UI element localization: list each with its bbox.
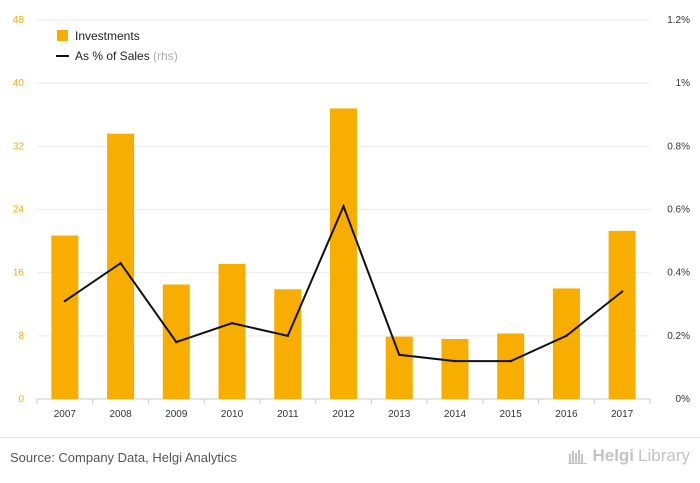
bar-investments-2008 — [107, 133, 135, 399]
x-axis-tick-label: 2014 — [444, 409, 467, 420]
line-point-2011 — [286, 334, 289, 338]
right-axis-tick-label: 0% — [676, 394, 691, 405]
bar-investments-2014 — [441, 338, 469, 399]
x-axis-tick-label: 2012 — [332, 409, 355, 420]
chart-svg: 0 8 16 24 32 40 48 0% 0.2% 0.4% 0.6% 0.8% 1% 1.2% 2007… — [13, 15, 691, 420]
x-axis-tick-label: 2011 — [277, 409, 299, 420]
left-axis-tick-label: 40 — [13, 78, 25, 89]
legend-label-investments: Investments — [75, 29, 140, 43]
bar-investments-2007 — [51, 235, 79, 399]
line-point-2014 — [453, 359, 457, 363]
right-axis-tick-label: 1% — [676, 78, 691, 89]
x-axis-tick-label: 2017 — [611, 409, 634, 420]
right-axis-tick-label: 0.8% — [667, 141, 690, 152]
source-note: Source: Company Data, Helgi Analytics — [10, 450, 237, 465]
line-point-2008 — [119, 261, 122, 265]
brand-logo: Helgi Library — [568, 446, 690, 466]
x-axis-tick-label: 2016 — [555, 409, 578, 420]
bar-investments-2016 — [552, 288, 580, 399]
line-point-2007 — [63, 299, 67, 303]
x-axis-tick-label: 2007 — [54, 409, 77, 420]
bar-investments-2012 — [330, 108, 357, 399]
left-axis-tick-label: 48 — [13, 15, 25, 26]
left-axis-tick-label: 32 — [13, 141, 25, 152]
x-axis-tick-label: 2008 — [109, 409, 132, 420]
brand-name-part2: Library — [638, 446, 690, 465]
right-axis-tick-label: 0.6% — [667, 205, 690, 216]
right-axis-tick-label: 0.4% — [667, 268, 690, 279]
line-point-2017 — [620, 290, 624, 293]
legend-swatch-investments — [57, 30, 68, 41]
left-axis-tick-label: 24 — [13, 205, 25, 216]
bar-investments-2015 — [497, 333, 525, 399]
bar-investments-2010 — [218, 263, 246, 399]
line-point-2012 — [342, 205, 345, 208]
bar-investments-2011 — [274, 289, 302, 399]
bar-investments-2017 — [608, 230, 636, 399]
footer-divider — [0, 437, 700, 438]
x-axis-tick-label: 2015 — [500, 409, 523, 420]
x-axis-tick-label: 2009 — [165, 409, 188, 420]
left-axis-tick-label: 0 — [18, 394, 24, 405]
line-point-2009 — [175, 340, 178, 344]
library-icon — [568, 450, 588, 464]
x-axis-tick-label: 2010 — [221, 409, 244, 420]
brand-name-part1: Helgi — [592, 446, 635, 465]
right-axis-tick-label: 1.2% — [667, 15, 690, 26]
right-axis-tick-label: 0.2% — [667, 331, 690, 342]
x-axis-tick-label: 2013 — [388, 409, 411, 420]
legend-label-as-pct-of-sales: As % of Sales (rhs) — [75, 49, 178, 63]
line-point-2010 — [230, 322, 234, 325]
left-axis-tick-label: 16 — [13, 268, 25, 279]
line-point-2015 — [509, 359, 512, 363]
line-point-2013 — [398, 353, 401, 356]
legend-label-rhs-suffix: (rhs) — [153, 49, 178, 63]
line-point-2016 — [565, 334, 568, 338]
left-axis-tick-label: 8 — [18, 331, 24, 342]
bar-investments-2013 — [385, 336, 413, 399]
